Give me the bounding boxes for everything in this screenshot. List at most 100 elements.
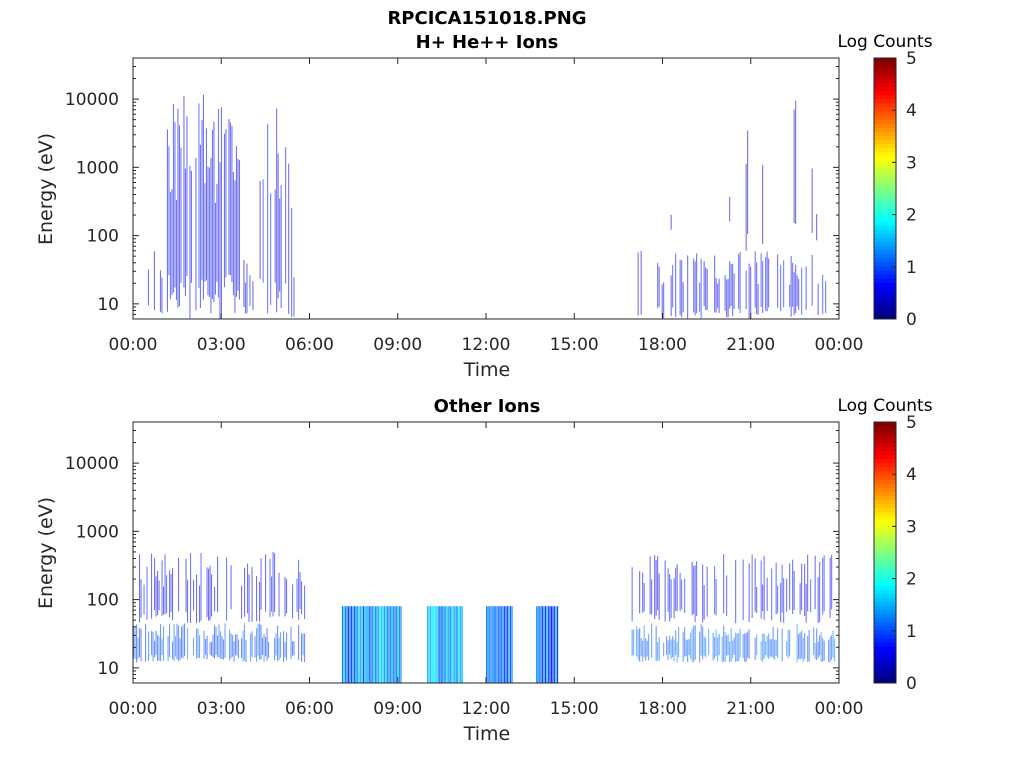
x-tick-label: 18:00 — [638, 335, 687, 355]
data-streak — [675, 253, 677, 317]
data-streak — [786, 578, 788, 612]
data-streak — [249, 275, 251, 306]
colorbar-swatch — [874, 159, 896, 165]
colorbar-swatch — [874, 454, 896, 460]
data-streak — [640, 638, 642, 656]
data-streak — [277, 153, 279, 298]
data-streak — [765, 641, 767, 656]
data-streak — [831, 554, 833, 610]
data-streak — [688, 638, 690, 655]
data-streak — [163, 626, 165, 661]
data-streak — [293, 277, 295, 317]
colorbar-swatch — [874, 62, 896, 67]
colorbar-swatch — [874, 106, 896, 112]
data-streak — [180, 147, 182, 283]
data-streak — [242, 630, 244, 662]
data-streak — [302, 633, 304, 656]
data-streak — [458, 606, 460, 683]
data-streak — [211, 574, 213, 617]
data-streak — [792, 262, 794, 307]
data-streak — [795, 264, 797, 313]
colorbar-swatch — [874, 286, 896, 291]
data-streak — [443, 606, 445, 683]
data-streak — [637, 629, 639, 660]
data-streak — [169, 570, 171, 618]
data-streak — [804, 633, 806, 660]
data-streak — [801, 630, 803, 659]
data-streak — [199, 635, 201, 658]
data-streak — [379, 606, 381, 683]
colorbar-swatch — [874, 115, 896, 120]
x-tick-label: 00:00 — [109, 699, 158, 719]
data-streak — [780, 264, 782, 312]
data-streak — [398, 606, 400, 683]
colorbar-swatch — [874, 98, 896, 104]
data-streak — [543, 606, 545, 683]
data-streak — [691, 628, 693, 662]
data-streak — [789, 629, 791, 657]
data-streak — [206, 567, 208, 617]
data-streak — [507, 606, 509, 683]
data-streak — [189, 165, 191, 319]
data-streak — [760, 253, 762, 308]
data-streak — [172, 104, 174, 293]
data-streak — [739, 628, 741, 658]
data-streak — [676, 564, 678, 612]
data-streak — [359, 606, 361, 683]
data-streak — [256, 628, 258, 662]
data-streak — [699, 631, 701, 663]
data-streak — [814, 555, 816, 610]
colorbar-tick-label: 4 — [906, 465, 917, 485]
x-tick-label: 03:00 — [197, 335, 246, 355]
data-streak — [392, 606, 394, 683]
colorbar-tick-label: 0 — [906, 674, 917, 694]
x-tick-label: 00:00 — [815, 335, 864, 355]
data-streak — [291, 208, 293, 318]
colorbar-swatch — [874, 605, 896, 611]
data-streak — [805, 583, 807, 623]
colorbar-frame — [873, 57, 897, 320]
data-streak — [177, 108, 179, 308]
colorbar-swatch — [874, 261, 896, 267]
colorbar-swatch — [874, 90, 896, 96]
data-streak — [669, 635, 671, 655]
data-streak — [745, 163, 747, 251]
colorbar-swatch — [874, 540, 896, 545]
data-streak — [280, 185, 282, 308]
axes: 00:00 03:00 06:00 09:00 12:00 15:00 18:00 21:00… — [65, 421, 864, 719]
data-streak — [233, 641, 235, 662]
data-streak — [216, 183, 218, 282]
data-streak — [667, 568, 669, 613]
data-streak — [137, 637, 139, 660]
data-streak — [347, 606, 349, 683]
data-streak — [209, 565, 211, 621]
data-streak — [201, 120, 203, 281]
axes: 00:00 03:00 06:00 09:00 12:00 15:00 18:00 21:00… — [65, 57, 864, 355]
colorbar-swatch — [874, 495, 896, 500]
data-streak — [670, 579, 672, 619]
data-streak — [762, 261, 764, 313]
x-tick-label: 09:00 — [373, 335, 422, 355]
data-streak — [157, 570, 159, 616]
data-streak — [721, 636, 723, 663]
data-streak — [724, 632, 726, 663]
data-streak — [669, 574, 671, 622]
colorbar-swatch — [874, 164, 896, 169]
data-streak — [486, 606, 488, 683]
data-streak — [703, 585, 705, 620]
colorbar-swatch — [874, 217, 896, 222]
data-streak — [642, 572, 644, 613]
data-streak — [217, 109, 219, 298]
data-streak — [631, 567, 633, 622]
data-streak — [364, 606, 366, 683]
y-axis-label: Energy (eV) — [35, 133, 57, 245]
data-streak — [808, 630, 810, 662]
colorbar-swatch — [874, 678, 896, 684]
data-streak — [389, 606, 391, 683]
y-tick-label: 1000 — [76, 522, 119, 542]
colorbar-tick-label: 4 — [906, 101, 917, 121]
colorbar-swatch — [874, 462, 896, 468]
colorbar-swatch — [874, 589, 896, 594]
data-streak — [508, 606, 510, 683]
